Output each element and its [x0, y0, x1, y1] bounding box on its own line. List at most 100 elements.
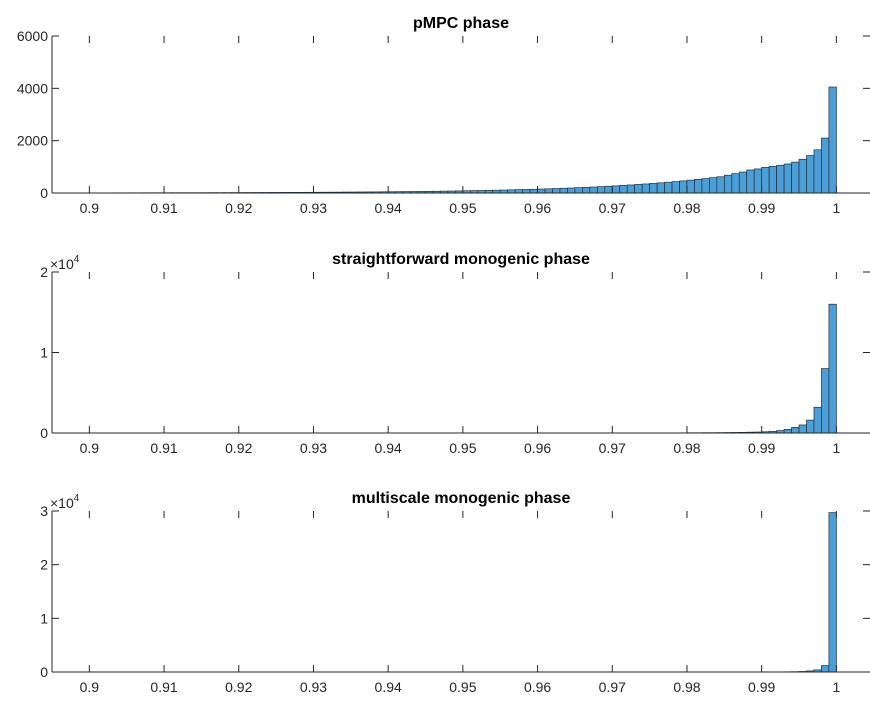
x-tick-label: 0.99: [748, 679, 775, 695]
histogram-bar: [567, 187, 576, 194]
histogram-bar: [544, 188, 553, 194]
chart-title: straightforward monogenic phase: [332, 251, 590, 268]
histogram-bar: [791, 161, 800, 194]
histogram-bar: [813, 406, 822, 434]
histogram-bar: [671, 181, 680, 194]
histogram-bar: [828, 512, 837, 673]
histogram-bar: [604, 185, 613, 194]
chart-title: pMPC phase: [413, 15, 509, 32]
histogram-bar: [798, 158, 807, 194]
histogram-bar: [768, 165, 777, 194]
y-tick-label: 1: [40, 610, 48, 626]
x-tick-label: 0.91: [150, 440, 177, 456]
histogram-bar: [574, 187, 583, 194]
x-tick-label: 0.91: [150, 200, 177, 216]
histogram-bar: [753, 168, 763, 194]
x-tick-label: 0.98: [673, 679, 700, 695]
histogram-bar: [559, 187, 568, 194]
histogram-bar: [821, 368, 830, 434]
x-tick-label: 0.93: [300, 679, 327, 695]
histogram-bar: [806, 155, 815, 194]
y-exponent-label: ×104: [50, 254, 80, 272]
chart-title: multiscale monogenic phase: [352, 490, 571, 507]
x-tick-label: 0.95: [449, 200, 476, 216]
histogram-bar: [709, 177, 718, 194]
histogram-bar: [723, 174, 733, 194]
histogram-bar: [596, 186, 606, 194]
histogram-bar: [746, 169, 755, 194]
histogram-bar: [828, 86, 837, 194]
x-tick-label: 0.98: [673, 200, 700, 216]
histogram-bar: [813, 149, 822, 194]
histogram-bar: [821, 137, 830, 194]
histogram-bar: [619, 185, 628, 194]
x-tick-label: 0.9: [80, 200, 100, 216]
x-tick-label: 0.97: [599, 440, 626, 456]
x-tick-label: 0.96: [524, 440, 551, 456]
y-exponent-value: 4: [74, 493, 80, 504]
histogram-bar: [664, 181, 673, 194]
x-tick-label: 0.94: [375, 440, 402, 456]
histogram-bar: [776, 164, 785, 194]
histogram-bar: [656, 182, 665, 194]
histogram-bars: [656, 303, 837, 434]
y-tick-label: 0: [40, 185, 48, 201]
histogram-bar: [798, 424, 807, 434]
x-tick-label: 0.9: [80, 440, 100, 456]
y-tick-label: 2: [40, 264, 48, 280]
x-tick-label: 0.95: [449, 440, 476, 456]
y-exponent-label: ×104: [50, 493, 80, 511]
x-tick-label: 0.92: [225, 679, 252, 695]
x-tick-label: 1: [832, 440, 840, 456]
x-tick-label: 0.95: [449, 679, 476, 695]
histogram-bar: [716, 176, 725, 194]
histogram-bar: [731, 173, 740, 194]
histogram-bar: [821, 665, 830, 673]
chart-panel-3: multiscale monogenic phase 0.9 0.91 0.92 0.9…: [40, 490, 870, 695]
histogram-bar: [806, 419, 815, 434]
x-tick-label: 0.97: [599, 200, 626, 216]
histogram-bar: [694, 179, 703, 194]
x-tick-label: 0.92: [225, 440, 252, 456]
histogram-bars: [738, 512, 837, 673]
x-tick-label: 0.93: [300, 200, 327, 216]
histogram-bar: [522, 189, 531, 194]
x-tick-label: 0.96: [524, 200, 551, 216]
histogram-bar: [589, 186, 598, 194]
x-tick-label: 0.9: [80, 679, 100, 695]
y-tick-label: 4000: [17, 80, 48, 96]
histogram-bar: [634, 184, 643, 194]
histogram-bar: [738, 171, 748, 194]
x-tick-label: 1: [832, 679, 840, 695]
x-tick-label: 0.93: [300, 440, 327, 456]
y-exponent-value: 4: [74, 254, 80, 265]
x-tick-label: 0.91: [150, 679, 177, 695]
y-tick-label: 2: [40, 557, 48, 573]
y-tick-label: 2000: [17, 133, 48, 149]
histogram-bar: [641, 183, 650, 194]
histogram-bar: [761, 167, 770, 194]
x-tick-label: 0.94: [375, 200, 402, 216]
histogram-bars: [88, 86, 837, 194]
y-tick-label: 3: [40, 503, 48, 519]
histogram-bar: [791, 427, 800, 434]
x-tick-label: 0.96: [524, 679, 551, 695]
chart-panel-1: pMPC phase 0.9 0.91 0.92 0.93 0.94 0.95 0.96 0.9…: [17, 15, 870, 216]
histogram-bar: [686, 179, 695, 194]
histogram-bar: [529, 188, 538, 194]
chart-panel-2: straightforward monogenic phase 0.9 0.91 0.…: [40, 251, 870, 456]
histogram-bar: [828, 303, 837, 434]
x-tick-label: 0.98: [673, 440, 700, 456]
histogram-bar: [537, 188, 546, 194]
x-tick-label: 0.99: [748, 200, 775, 216]
x-tick-label: 1: [832, 200, 840, 216]
x-tick-label: 0.97: [599, 679, 626, 695]
histogram-bar: [679, 180, 688, 194]
histogram-bar: [626, 184, 636, 194]
y-tick-label: 0: [40, 425, 48, 441]
x-tick-label: 0.94: [375, 679, 402, 695]
histogram-bar: [701, 178, 710, 194]
x-tick-label: 0.92: [225, 200, 252, 216]
histogram-bar: [552, 188, 561, 194]
